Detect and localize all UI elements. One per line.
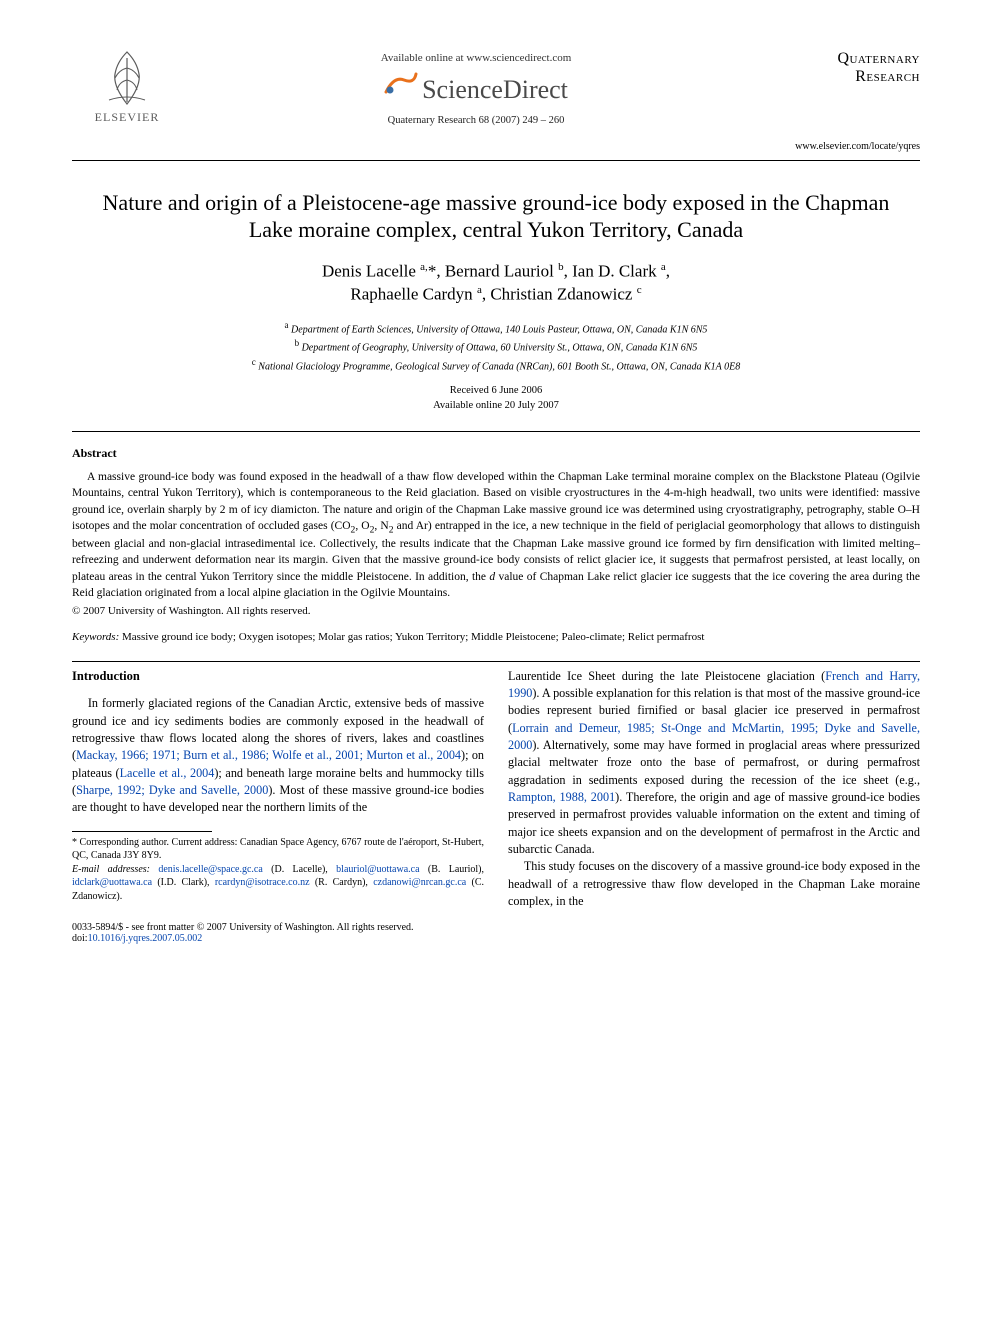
email-addresses: E-mail addresses: denis.lacelle@space.gc… [72,863,484,904]
affiliations: a Department of Earth Sciences, Universi… [72,319,920,374]
affiliation-a: a Department of Earth Sciences, Universi… [72,319,920,337]
elsevier-label: ELSEVIER [95,110,160,125]
affiliation-b-text: Department of Geography, University of O… [302,343,698,354]
emails-label: E-mail addresses: [72,864,150,875]
header-rule [72,160,920,161]
citation-link[interactable]: Sharpe, 1992; Dyke and Savelle, 2000 [76,783,268,797]
article-title: Nature and origin of a Pleistocene-age m… [84,189,908,244]
body-columns: Introduction In formerly glaciated regio… [72,668,920,911]
abstract-text: A massive ground-ice body was found expo… [72,469,920,600]
keywords-label: Keywords: [72,631,119,643]
elsevier-tree-icon [97,48,157,108]
page-container: ELSEVIER Available online at www.science… [0,0,992,984]
journal-name: Quaternary Research [770,50,920,87]
abstract-heading: Abstract [72,446,920,461]
sciencedirect-swoosh-icon [384,70,418,98]
email-name: (D. Lacelle), [271,864,328,875]
email-link[interactable]: czdanowi@nrcan.gc.ca [373,877,466,888]
center-header: Available online at www.sciencedirect.co… [182,48,770,126]
doi-label: doi: [72,933,88,944]
journal-brand-block: Quaternary Research www.elsevier.com/loc… [770,48,920,152]
affiliation-c: c National Glaciology Programme, Geologi… [72,356,920,374]
introduction-heading: Introduction [72,668,484,686]
post-keywords-rule [72,661,920,662]
email-link[interactable]: denis.lacelle@space.gc.ca [158,864,262,875]
footnote-rule [72,831,212,832]
footnotes: * Corresponding author. Current address:… [72,836,484,904]
online-date: Available online 20 July 2007 [72,399,920,414]
intro-p1c-pre: Laurentide Ice Sheet during the late Ple… [508,669,825,683]
intro-paragraph-1: In formerly glaciated regions of the Can… [72,695,484,816]
email-link[interactable]: blauriol@uottawa.ca [336,864,419,875]
intro-paragraph-2: This study focuses on the discovery of a… [508,858,920,910]
journal-name-line2: Research [855,68,920,85]
authors-line: Denis Lacelle a,*, Bernard Lauriol b, Ia… [72,260,920,307]
citation-link[interactable]: Mackay, 1966; 1971; Burn et al., 1986; W… [76,748,461,762]
corresponding-author-note: * Corresponding author. Current address:… [72,836,484,863]
citation-link[interactable]: Lacelle et al., 2004 [120,766,215,780]
elsevier-logo-block: ELSEVIER [72,48,182,125]
available-online-text: Available online at www.sciencedirect.co… [182,52,770,64]
journal-reference: Quaternary Research 68 (2007) 249 – 260 [182,115,770,126]
affiliation-b: b Department of Geography, University of… [72,337,920,355]
email-link[interactable]: rcardyn@isotrace.co.nz [215,877,310,888]
sciencedirect-logo: ScienceDirect [384,70,568,105]
left-column: Introduction In formerly glaciated regio… [72,668,484,911]
intro-paragraph-1-cont: Laurentide Ice Sheet during the late Ple… [508,668,920,859]
keywords-text: Massive ground ice body; Oxygen isotopes… [122,631,704,643]
keywords-line: Keywords: Massive ground ice body; Oxyge… [72,631,920,643]
doi-line: doi:10.1016/j.yqres.2007.05.002 [72,933,414,944]
front-matter-text: 0033-5894/$ - see front matter © 2007 Un… [72,922,414,933]
journal-name-line1: Quaternary [837,50,920,67]
received-date: Received 6 June 2006 [72,384,920,399]
affiliation-c-text: National Glaciology Programme, Geologica… [258,361,740,372]
email-link[interactable]: idclark@uottawa.ca [72,877,152,888]
intro-p1c-mid2: ). Alternatively, some may have formed i… [508,738,920,787]
header-row: ELSEVIER Available online at www.science… [72,48,920,152]
article-dates: Received 6 June 2006 Available online 20… [72,384,920,413]
doi-link[interactable]: 10.1016/j.yqres.2007.05.002 [88,933,203,944]
footer-line: 0033-5894/$ - see front matter © 2007 Un… [72,922,920,944]
email-name: (B. Lauriol), [428,864,484,875]
pre-abstract-rule [72,431,920,432]
abstract-copyright: © 2007 University of Washington. All rig… [72,605,920,617]
journal-url: www.elsevier.com/locate/yqres [770,141,920,152]
footer-left: 0033-5894/$ - see front matter © 2007 Un… [72,922,414,944]
sciencedirect-text: ScienceDirect [422,75,568,105]
email-name: (R. Cardyn), [315,877,368,888]
affiliation-a-text: Department of Earth Sciences, University… [291,324,707,335]
citation-link[interactable]: Rampton, 1988, 2001 [508,790,615,804]
right-column: Laurentide Ice Sheet during the late Ple… [508,668,920,911]
email-name: (I.D. Clark), [157,877,209,888]
